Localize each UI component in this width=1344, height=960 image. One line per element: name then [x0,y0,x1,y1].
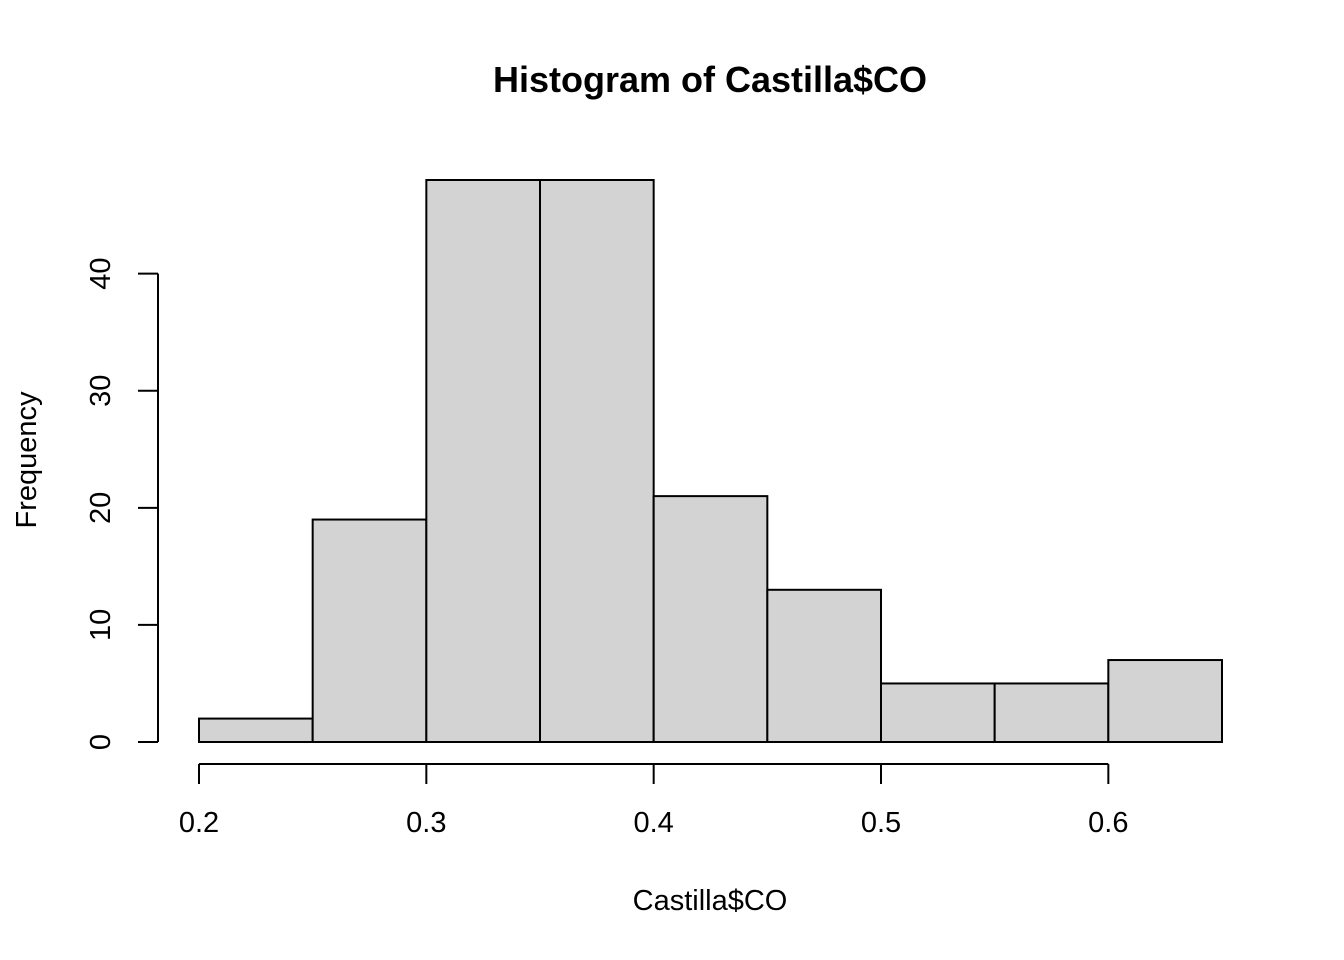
histogram-bar [425,179,542,743]
x-axis-label: Castilla$CO [633,885,788,917]
chart-title: Histogram of Castilla$CO [493,59,927,100]
histogram-bar [1107,659,1224,744]
y-tick-label: 20 [85,492,117,524]
x-tick-label: 0.5 [861,807,901,839]
x-tick-label: 0.6 [1088,807,1128,839]
bars-group [198,179,1224,744]
y-axis-label: Frequency [11,391,43,529]
histogram-bar [311,518,428,744]
y-tick-label: 0 [85,734,117,750]
y-tick-label: 10 [85,609,117,641]
histogram-bar [766,588,882,744]
histogram-bar [539,179,655,743]
y-tick-label: 40 [85,258,117,290]
x-tick-label: 0.2 [179,807,219,839]
histogram-bar [198,717,314,743]
y-tick-label: 30 [85,375,117,407]
x-tick-label: 0.3 [406,807,446,839]
x-axis: 0.2 0.3 0.4 0.5 0.6 [179,763,1128,839]
x-tick-label: 0.4 [634,807,674,839]
histogram-bar [880,682,996,743]
y-axis: 0 10 20 30 40 [85,258,159,750]
histogram-bar [993,682,1110,743]
histogram-bar [652,495,769,743]
